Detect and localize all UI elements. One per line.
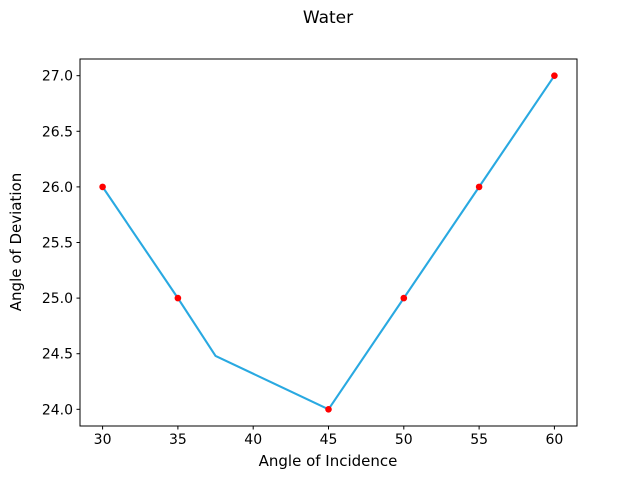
x-tick-label: 60	[545, 432, 563, 448]
y-tick-label: 24.5	[42, 347, 73, 363]
data-point-marker	[325, 406, 332, 413]
y-axis-label: Angle of Deviation	[7, 173, 25, 311]
y-tick-label: 26.5	[42, 124, 73, 140]
deviation-line	[101, 74, 556, 411]
y-axis-ticks: 24.0 24.5 25.0 25.5 26.0 26.5 27.0	[42, 69, 80, 418]
x-axis-label: Angle of Incidence	[259, 452, 398, 470]
y-tick-label: 24.0	[42, 402, 73, 418]
x-tick-label: 50	[395, 432, 413, 448]
y-tick-label: 26.0	[42, 180, 73, 196]
data-point-marker	[475, 183, 483, 191]
y-tick-label: 25.5	[42, 236, 73, 252]
x-tick-label: 30	[94, 432, 112, 448]
series-layer	[99, 72, 558, 413]
y-tick-label: 27.0	[42, 69, 73, 85]
x-tick-label: 35	[169, 432, 187, 448]
x-tick-label: 55	[470, 432, 488, 448]
data-point-marker	[99, 183, 106, 191]
x-tick-label: 45	[320, 432, 338, 448]
data-point-marker	[400, 294, 408, 302]
plot-border	[79, 58, 578, 427]
x-axis-ticks: 30 35 40 45 50 55 60	[94, 426, 563, 448]
data-point-marker	[551, 72, 558, 79]
data-point-marker	[174, 294, 182, 302]
chart-title: Water	[303, 8, 353, 28]
x-tick-label: 40	[244, 432, 262, 448]
y-tick-label: 25.0	[42, 291, 73, 307]
axes-frame	[79, 58, 578, 427]
